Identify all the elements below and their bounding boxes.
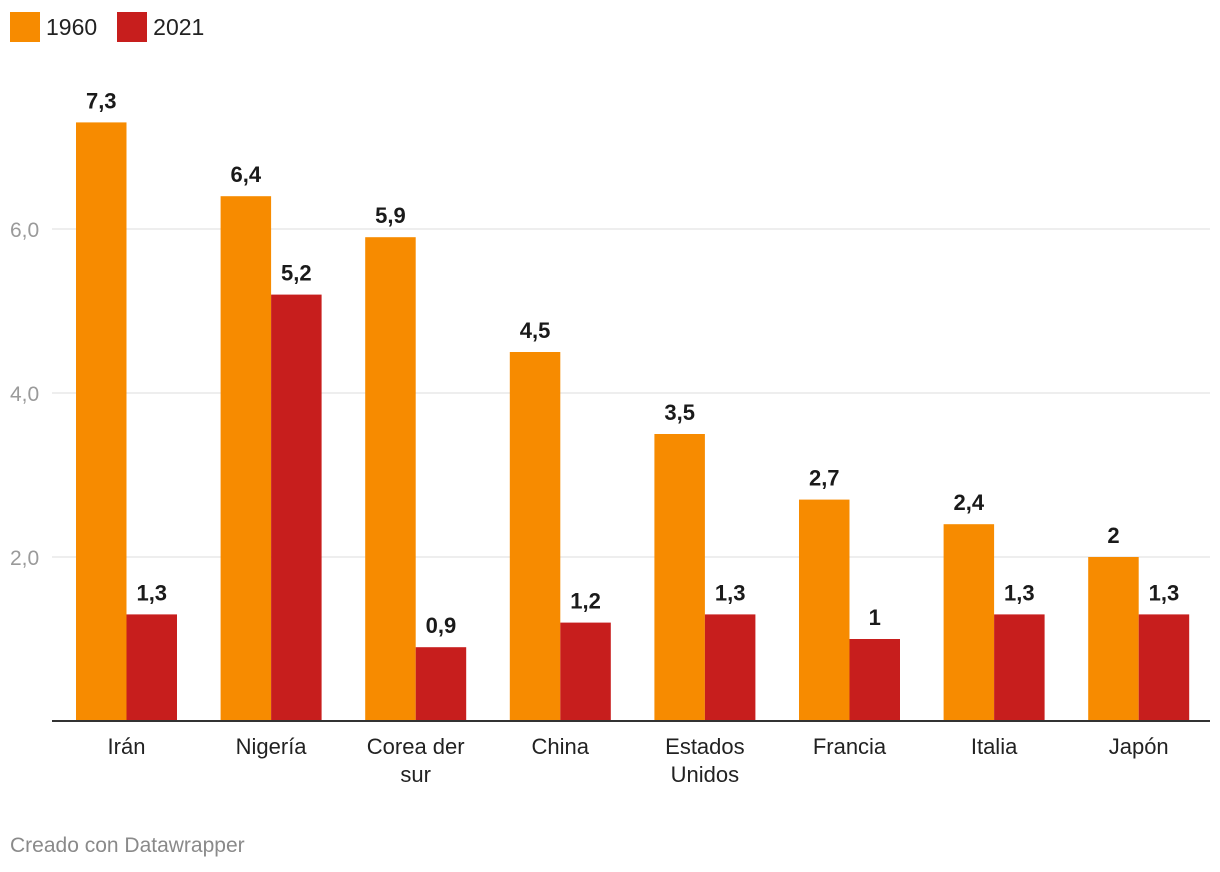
x-tick-label: Italia [971, 734, 1018, 759]
bar-value-label: 2,7 [809, 466, 840, 491]
bar [560, 622, 611, 721]
bar [220, 196, 272, 721]
footer-credit: Creado con Datawrapper [10, 834, 245, 857]
bar-value-label: 2,4 [954, 490, 985, 515]
x-tick-label: sur [400, 762, 431, 787]
legend-label-1960: 1960 [46, 13, 98, 40]
bar [943, 524, 995, 721]
bar [1138, 614, 1190, 721]
bar [994, 614, 1045, 721]
legend: 1960 2021 [10, 12, 224, 42]
bar-value-label: 1,3 [715, 580, 746, 605]
bar [126, 614, 177, 721]
bar-value-label: 1,3 [1004, 580, 1035, 605]
bar-value-label: 1 [869, 605, 881, 630]
x-tick-label: Irán [108, 734, 146, 759]
bar-value-label: 1,3 [1149, 580, 1180, 605]
bar-value-label: 7,3 [86, 88, 117, 113]
bar [271, 294, 322, 721]
legend-swatch-2021 [117, 12, 148, 42]
x-tick-label: Corea der [367, 734, 465, 759]
bar-value-label: 2 [1107, 523, 1119, 548]
y-tick-label: 2,0 [10, 547, 39, 570]
bar-value-label: 5,2 [281, 261, 312, 286]
bar [654, 434, 705, 721]
bar-value-label: 6,4 [231, 162, 262, 187]
x-tick-label: China [532, 734, 590, 759]
bar-value-label: 5,9 [375, 203, 406, 228]
bar-value-label: 3,5 [664, 400, 695, 425]
legend-label-2021: 2021 [153, 13, 205, 40]
bar [76, 122, 127, 721]
legend-item-1960: 1960 [10, 12, 97, 42]
bar [415, 647, 467, 721]
legend-swatch-1960 [10, 12, 40, 42]
y-tick-label: 4,0 [10, 383, 39, 406]
y-tick-label: 6,0 [10, 219, 39, 242]
bar [849, 639, 900, 721]
bar [509, 352, 561, 721]
bar-value-label: 1,2 [570, 589, 601, 614]
bar [365, 237, 416, 721]
bar [704, 614, 756, 721]
bar [1088, 557, 1139, 721]
x-tick-label: Estados [665, 734, 745, 759]
x-tick-label: Japón [1109, 734, 1169, 759]
bar-value-label: 1,3 [136, 580, 167, 605]
x-tick-label: Francia [813, 734, 887, 759]
bar-value-label: 0,9 [426, 613, 457, 638]
bar-value-label: 4,5 [520, 318, 551, 343]
x-tick-label: Unidos [671, 762, 739, 787]
bar [799, 499, 850, 721]
x-tick-label: Nigería [236, 734, 308, 759]
legend-item-2021: 2021 [117, 12, 204, 42]
